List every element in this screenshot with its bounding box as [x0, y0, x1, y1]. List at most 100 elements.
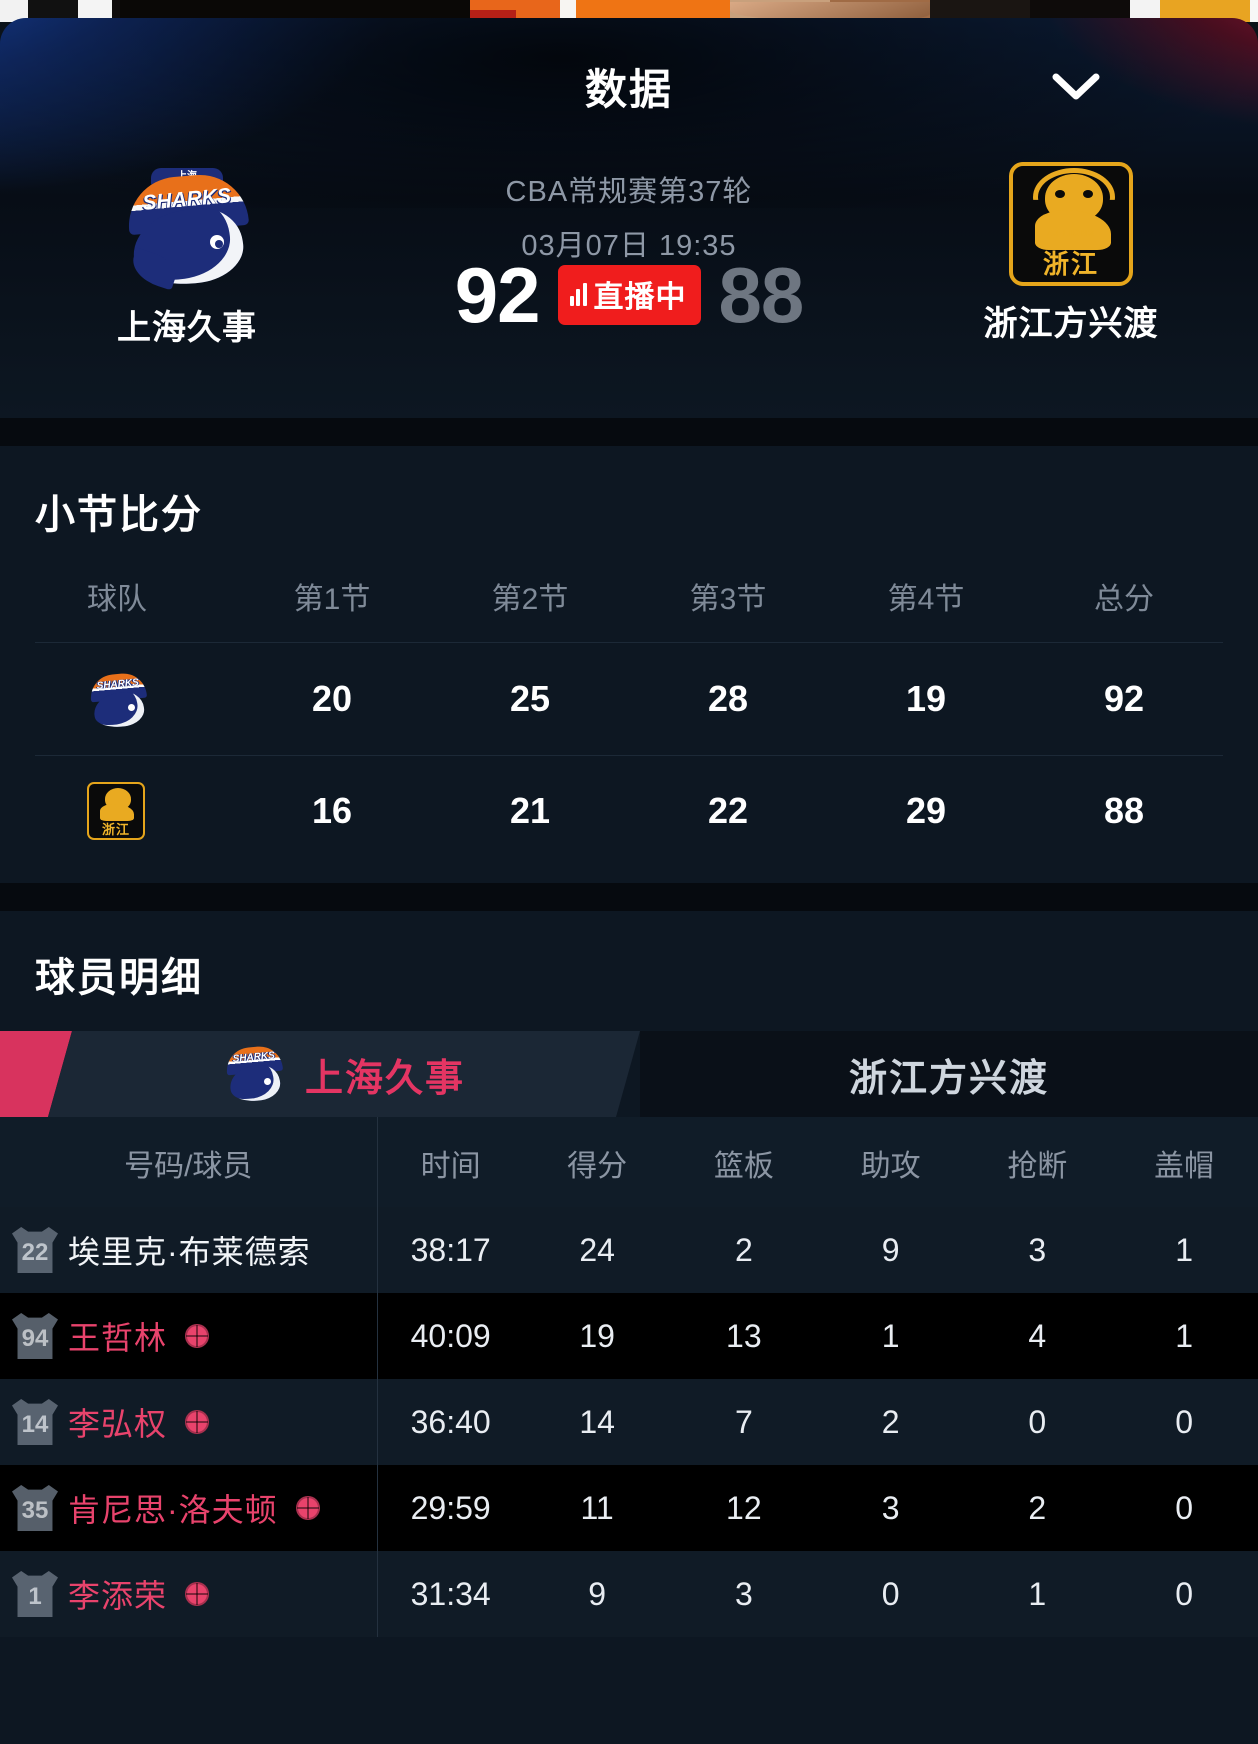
zhejiang-lions-logo: 浙江 [87, 782, 145, 840]
cell-assist: 9 [817, 1207, 964, 1293]
table-row: 20 25 28 19 92 [35, 642, 1223, 756]
col-points: 得分 [523, 1117, 671, 1207]
tab-team-home[interactable]: 上海久事 [48, 1031, 640, 1117]
col-q1: 第1节 [293, 583, 371, 616]
away-team-name: 浙江方兴渡 [983, 305, 1159, 343]
table-row[interactable]: 22 埃里克·布莱德索 38:17 24 2 9 3 1 [0, 1207, 1258, 1293]
cell-block: 0 [1110, 1551, 1258, 1637]
cell-q3: 22 [629, 755, 827, 866]
cell-rebound: 12 [670, 1465, 818, 1551]
shanghai-sharks-logo [223, 1043, 285, 1105]
table-header-row: 号码/球员 时间 得分 篮板 助攻 抢断 盖帽 [0, 1117, 1258, 1207]
match-summary: 上海 SHANGHAI 上海久事 CBA常规赛第37轮 03月07日 19:35… [0, 148, 1258, 398]
jersey-icon: 94 [12, 1313, 58, 1359]
jersey-number: 1 [28, 1583, 42, 1610]
away-team[interactable]: ZJ LIONS 浙江 浙江方兴渡 [906, 162, 1236, 345]
match-meta: CBA常规赛第37轮 03月07日 19:35 [329, 168, 929, 264]
team-tabs: 上海久事 浙江方兴渡 [0, 1031, 1258, 1117]
cell-rebound: 3 [670, 1551, 818, 1637]
table-row[interactable]: 94 王哲林 40:09 19 13 1 4 1 [0, 1293, 1258, 1379]
player-name: 埃里克·布莱德索 [68, 1234, 311, 1270]
cell-block: 0 [1110, 1379, 1258, 1465]
cell-points: 14 [523, 1379, 671, 1465]
home-team[interactable]: 上海 SHANGHAI 上海久事 [22, 162, 352, 349]
section-divider-2 [0, 883, 1258, 911]
home-team-name: 上海久事 [117, 309, 257, 347]
col-q4: 第4节 [887, 583, 965, 616]
quarter-scores-table: 球队 第1节 第2节 第3节 第4节 总分 20 25 [35, 548, 1223, 866]
col-assist: 助攻 [817, 1117, 964, 1207]
player-name: 李添荣 [68, 1578, 168, 1614]
col-steal: 抢断 [963, 1117, 1111, 1207]
cell-assist: 0 [817, 1551, 964, 1637]
table-row[interactable]: 1 李添荣 31:34 9 3 0 1 0 [0, 1551, 1258, 1637]
cell-points: 11 [523, 1465, 671, 1551]
col-block: 盖帽 [1110, 1117, 1258, 1207]
cell-steal: 2 [963, 1465, 1111, 1551]
col-number-player: 号码/球员 [0, 1117, 378, 1207]
jersey-icon: 1 [12, 1571, 58, 1617]
col-team: 球队 [87, 583, 147, 616]
cell-q3: 28 [629, 642, 827, 756]
cell-points: 19 [523, 1293, 671, 1379]
player-details-title: 球员明细 [35, 956, 203, 1000]
live-bars-icon [569, 282, 587, 306]
live-status-badge[interactable]: 直播中 [557, 265, 701, 325]
match-hero: 数据 上海 SHANGHAI 上海久事 CBA常规赛第37轮 03月07日 19… [0, 18, 1258, 418]
cell-time: 38:17 [377, 1207, 524, 1293]
cell-assist: 1 [817, 1293, 964, 1379]
col-time: 时间 [377, 1117, 524, 1207]
logo-cn-text: 浙江 [1042, 249, 1099, 279]
table-row[interactable]: 14 李弘权 36:40 14 7 2 0 0 [0, 1379, 1258, 1465]
cell-block: 1 [1110, 1293, 1258, 1379]
player-name: 肯尼思·洛夫顿 [68, 1492, 278, 1528]
cell-total: 92 [1025, 642, 1223, 756]
away-score: 88 [718, 251, 805, 339]
live-status-label: 直播中 [593, 281, 687, 314]
cell-total: 88 [1025, 755, 1223, 866]
cell-points: 24 [523, 1207, 671, 1293]
cell-points: 9 [523, 1551, 671, 1637]
cell-block: 0 [1110, 1465, 1258, 1551]
logo-eye [207, 232, 227, 252]
tab-label: 浙江方兴渡 [848, 1057, 1049, 1100]
shanghai-sharks-logo [87, 669, 149, 731]
cell-rebound: 7 [670, 1379, 818, 1465]
cell-q1: 16 [233, 755, 431, 866]
row-team-logo [35, 642, 233, 756]
video-strip[interactable] [0, 0, 1258, 22]
row-team-logo: 浙江 [35, 755, 233, 866]
jersey-icon: 22 [12, 1227, 58, 1273]
cell-q2: 25 [431, 642, 629, 756]
cell-q1: 20 [233, 642, 431, 756]
table-row[interactable]: 35 肯尼思·洛夫顿 29:59 11 12 3 2 0 [0, 1465, 1258, 1551]
shanghai-sharks-logo: 上海 SHANGHAI [121, 162, 253, 292]
cell-time: 36:40 [377, 1379, 524, 1465]
cell-steal: 0 [963, 1379, 1111, 1465]
cell-rebound: 2 [670, 1207, 818, 1293]
match-datetime: 03月07日 19:35 [521, 230, 737, 262]
table-header-row: 球队 第1节 第2节 第3节 第4节 总分 [35, 548, 1223, 643]
cell-assist: 3 [817, 1465, 964, 1551]
jersey-icon: 35 [12, 1485, 58, 1531]
col-q2: 第2节 [491, 583, 569, 616]
tab-team-away[interactable]: 浙江方兴渡 [640, 1031, 1258, 1117]
cell-time: 31:34 [377, 1551, 524, 1637]
player-name: 李弘权 [68, 1406, 168, 1442]
basketball-icon [185, 1324, 210, 1348]
table-row: 浙江 16 21 22 29 88 [35, 755, 1223, 866]
jersey-number: 22 [21, 1239, 49, 1266]
logo-sub-text: ZJ LIONS [1046, 228, 1096, 238]
cell-block: 1 [1110, 1207, 1258, 1293]
col-q3: 第3节 [689, 583, 767, 616]
cell-assist: 2 [817, 1379, 964, 1465]
col-total: 总分 [1094, 583, 1154, 616]
logo-cn-text: 浙江 [101, 822, 130, 837]
cell-q4: 29 [827, 755, 1025, 866]
jersey-number: 35 [21, 1497, 49, 1524]
chevron-down-icon[interactable] [1049, 66, 1103, 106]
col-rebound: 篮板 [670, 1117, 818, 1207]
cell-steal: 3 [963, 1207, 1111, 1293]
cell-q4: 19 [827, 642, 1025, 756]
